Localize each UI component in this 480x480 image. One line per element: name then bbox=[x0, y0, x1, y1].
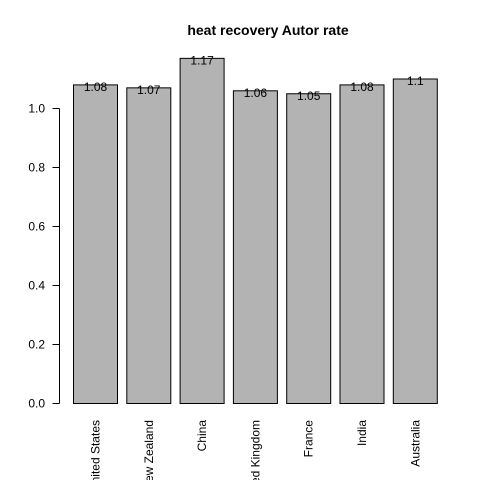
bars bbox=[73, 57, 438, 405]
y-tick-label: 0.6 bbox=[28, 220, 45, 234]
bar bbox=[179, 57, 225, 404]
bar bbox=[126, 87, 172, 404]
category-label: New Zealand bbox=[142, 420, 156, 480]
y-tick-label: 0.0 bbox=[28, 397, 45, 411]
bar bbox=[392, 78, 438, 404]
bar bbox=[286, 93, 332, 404]
bar-value-label: 1.07 bbox=[137, 83, 161, 97]
category-label: United Kingdom bbox=[248, 420, 262, 480]
bar-value-label: 1.08 bbox=[350, 80, 374, 94]
bar bbox=[339, 84, 385, 405]
category-label: France bbox=[302, 420, 316, 458]
category-label: Australia bbox=[408, 420, 422, 467]
y-tick-label: 0.4 bbox=[28, 279, 45, 293]
category-label: China bbox=[195, 420, 209, 452]
bar-value-label: 1.1 bbox=[407, 74, 424, 88]
y-tick-label: 1.0 bbox=[28, 102, 45, 116]
chart-title: heat recovery Autor rate bbox=[187, 22, 349, 38]
bar-value-label: 1.05 bbox=[297, 89, 321, 103]
bar bbox=[73, 84, 118, 405]
bar-value-label: 1.17 bbox=[190, 53, 214, 67]
bar-value-label: 1.08 bbox=[84, 80, 108, 94]
value-labels: 1.08 1.07 1.17 1.06 1.05 1.08 1.1 bbox=[84, 53, 424, 102]
y-axis: 0.0 0.2 0.4 0.6 0.8 1.0 bbox=[28, 102, 60, 411]
category-label: India bbox=[355, 420, 369, 446]
y-tick-label: 0.8 bbox=[28, 161, 45, 175]
category-labels: United States New Zealand China United King… bbox=[89, 420, 423, 480]
bar bbox=[232, 90, 278, 405]
bar-value-label: 1.06 bbox=[244, 86, 268, 100]
y-tick-label: 0.2 bbox=[28, 338, 45, 352]
category-label: United States bbox=[89, 420, 103, 480]
